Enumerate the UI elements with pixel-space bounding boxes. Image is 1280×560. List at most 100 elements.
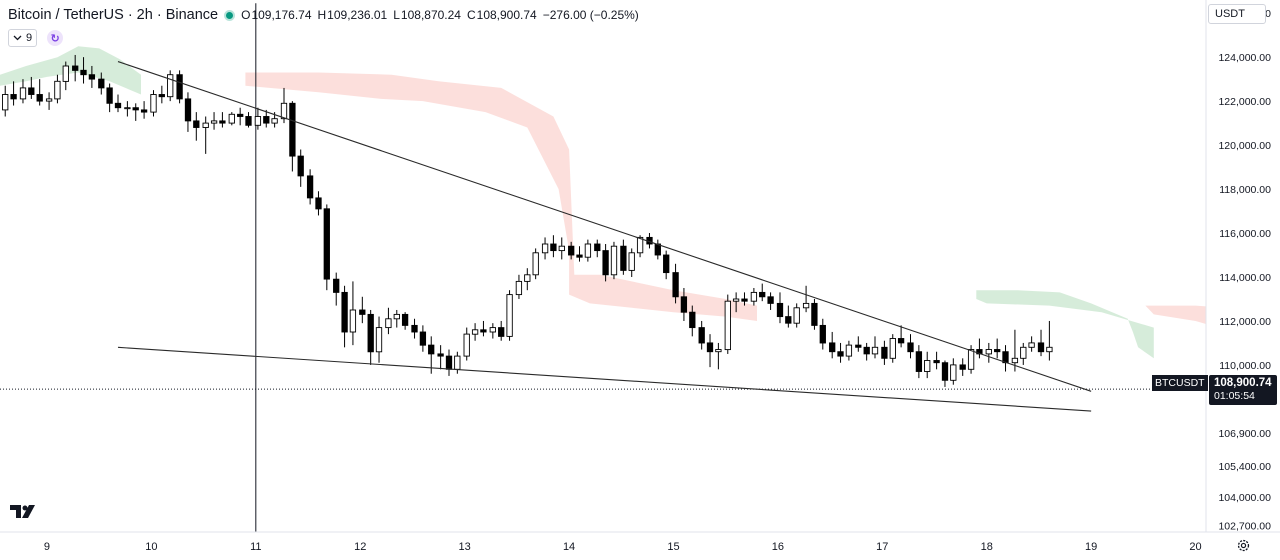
candle-body xyxy=(1002,351,1009,364)
candle xyxy=(132,103,139,121)
candle xyxy=(994,338,1001,359)
candle-body xyxy=(610,245,618,276)
candle-body xyxy=(889,338,896,359)
candle-body xyxy=(359,309,366,315)
candle-body xyxy=(1046,346,1053,353)
close-value: 108,900.74 xyxy=(476,8,537,22)
candle xyxy=(1046,320,1053,361)
symbol-title[interactable]: Bitcoin / TetherUS · 2h · Binance xyxy=(8,7,219,23)
candle-body xyxy=(541,243,549,254)
candle xyxy=(750,287,758,306)
candle xyxy=(776,292,784,324)
ohlc-values: O109,176.74 H109,236.01 L108,870.24 C108… xyxy=(241,8,639,22)
candle xyxy=(88,65,96,88)
candle xyxy=(454,351,461,374)
candle xyxy=(367,309,374,365)
candle xyxy=(28,76,35,99)
candle-body xyxy=(724,300,731,351)
candle xyxy=(897,325,905,348)
indicator-collapse-button[interactable]: 9 xyxy=(8,29,38,47)
candle xyxy=(985,342,992,363)
candle-body xyxy=(245,116,252,126)
candle xyxy=(306,169,314,205)
candle xyxy=(72,54,79,82)
candle-body xyxy=(480,329,487,333)
last-price-value: 108,900.74 xyxy=(1214,377,1272,389)
time-tick-label: 16 xyxy=(772,541,784,553)
candle xyxy=(445,349,453,376)
candle-body xyxy=(663,254,670,274)
candle xyxy=(315,191,322,216)
candle xyxy=(80,57,87,84)
candle-body xyxy=(80,69,87,76)
candle-body xyxy=(698,327,705,344)
tradingview-logo-icon[interactable] xyxy=(10,504,40,520)
candle xyxy=(610,241,618,280)
candle-body xyxy=(254,116,262,126)
refresh-icon[interactable]: ↻ xyxy=(47,30,64,46)
candle xyxy=(1028,336,1035,352)
time-tick-label: 12 xyxy=(354,541,366,553)
candle xyxy=(62,61,69,91)
candle-body xyxy=(463,333,470,357)
candle-body xyxy=(515,280,523,296)
candle-body xyxy=(915,351,923,372)
time-tick-label: 11 xyxy=(250,541,261,553)
candle xyxy=(489,323,496,339)
candle xyxy=(1037,329,1045,357)
candle-body xyxy=(184,98,192,122)
cloud-bear-3 xyxy=(1145,305,1206,325)
candle xyxy=(254,107,262,130)
time-axis-bg xyxy=(0,532,1206,560)
candle-body xyxy=(385,318,392,329)
gear-icon[interactable] xyxy=(1236,538,1251,553)
candle xyxy=(385,307,392,335)
candle-body xyxy=(471,329,479,335)
market-status-icon[interactable] xyxy=(224,9,236,21)
chevron-down-icon xyxy=(13,35,22,41)
candle-body xyxy=(933,360,940,364)
candle-body xyxy=(228,113,235,124)
candle-body xyxy=(271,118,278,124)
candle xyxy=(515,274,523,299)
candle-body xyxy=(36,94,43,102)
candle-body xyxy=(333,278,340,293)
candle-body xyxy=(594,243,601,252)
time-tick-label: 19 xyxy=(1085,541,1097,553)
candle-body xyxy=(132,107,139,111)
candle xyxy=(689,305,696,337)
candle-body xyxy=(54,80,61,100)
cloud-bull-2 xyxy=(976,290,1154,359)
candle xyxy=(594,239,601,258)
candle-body xyxy=(620,245,627,271)
price-tick-label: 120,000.00 xyxy=(1218,140,1271,152)
currency-selector[interactable]: USDT xyxy=(1208,4,1266,24)
candle-body xyxy=(576,254,583,258)
candle xyxy=(698,320,705,350)
candle-body xyxy=(871,346,879,355)
candle-body xyxy=(950,364,957,381)
time-tick-label: 13 xyxy=(459,541,471,553)
candle-body xyxy=(985,349,992,355)
cloud-bull-0 xyxy=(0,46,141,95)
candle xyxy=(419,325,427,352)
candle xyxy=(732,292,740,313)
candle-body xyxy=(19,87,27,100)
candle-body xyxy=(140,109,148,113)
candle-body xyxy=(323,208,330,280)
candle-body xyxy=(881,346,888,359)
candle xyxy=(401,312,409,330)
candle xyxy=(541,237,549,260)
symbol-price-tag: BTCUSDT xyxy=(1152,375,1208,391)
candle xyxy=(959,358,966,376)
candle-body xyxy=(532,252,539,276)
candle-body xyxy=(124,107,131,110)
candle xyxy=(498,320,505,341)
candle-body xyxy=(114,102,122,109)
candle-body xyxy=(924,360,931,372)
candle xyxy=(202,116,209,154)
candle xyxy=(323,204,330,291)
candle-body xyxy=(636,236,644,254)
candle xyxy=(463,327,470,361)
